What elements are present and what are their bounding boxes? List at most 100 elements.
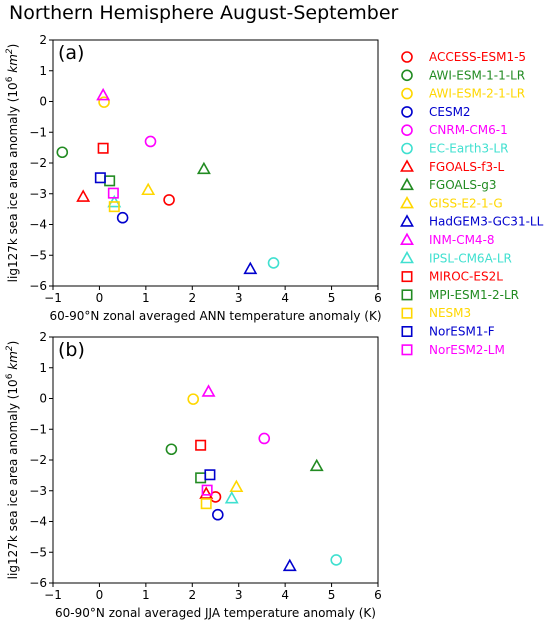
legend-entry: AWI-ESM-2-1-LR xyxy=(401,87,525,101)
legend-entry: EC-Earth3-LR xyxy=(401,142,508,156)
y-tick-label: −6 xyxy=(29,576,47,590)
legend-entry: CNRM-CM6-1 xyxy=(401,123,508,137)
legend-entry: FGOALS-g3 xyxy=(400,177,497,192)
x-tick-label: 1 xyxy=(142,291,150,305)
data-point-ec-earth3-lr xyxy=(330,554,343,566)
legend-entry: IPSL-CM6A-LR xyxy=(400,250,512,265)
data-point-giss-e2-1-g xyxy=(141,182,156,196)
x-tick-label: 0 xyxy=(96,588,104,602)
legend-marker-square-icon xyxy=(401,325,413,337)
y-tick-label: −1 xyxy=(29,125,47,139)
y-tick-label: −4 xyxy=(29,218,47,232)
data-point-fgoals-f3-l xyxy=(199,486,214,499)
legend-marker-triangle-icon xyxy=(400,159,414,172)
legend-label: INM-CM4-8 xyxy=(429,233,495,247)
legend-marker-square-icon xyxy=(401,271,413,283)
legend-entry: NorESM1-F xyxy=(401,325,495,339)
legend-label: NESM3 xyxy=(429,306,471,320)
legend-marker-circle-icon xyxy=(401,142,413,155)
y-tick-label: −6 xyxy=(29,279,47,293)
legend-entry: INM-CM4-8 xyxy=(400,232,495,247)
x-tick-label: 6 xyxy=(374,291,382,305)
legend-label: MIROC-ES2L xyxy=(429,270,503,284)
y-tick-label: −5 xyxy=(29,545,47,559)
legend-label: CESM2 xyxy=(429,105,471,119)
legend-label: EC-Earth3-LR xyxy=(429,142,508,156)
x-tick-label: −1 xyxy=(44,291,62,305)
legend-marker-circle-icon xyxy=(401,106,413,118)
data-point-awi-esm-2-1-lr xyxy=(98,96,110,108)
x-tick-label: 5 xyxy=(328,291,336,305)
y-tick-label: −3 xyxy=(29,484,47,498)
legend-label: AWI-ESM-1-1-LR xyxy=(429,68,525,82)
legend-label: NorESM2-LM xyxy=(429,343,505,357)
scatter-panel-b: −1 0 1 2 3 4 5 6 −6 −5 −4 −3 −2 −1 0 1 2 60-90°N zonal av… xyxy=(5,330,382,620)
data-point-cesm2 xyxy=(116,211,129,224)
data-point-noresm1-f xyxy=(204,469,216,481)
y-tick-label: 1 xyxy=(39,361,47,375)
x-tick-label: 2 xyxy=(188,588,196,602)
legend-label: HadGEM3-GC31-LL xyxy=(429,215,544,229)
legend-marker-square-icon xyxy=(401,289,413,301)
figure-title: Northern Hemisphere August-September xyxy=(9,2,399,24)
data-point-hadgem3-gc31-ll xyxy=(243,261,258,275)
data-point-noresm2-lm xyxy=(107,187,119,199)
legend-marker-triangle-icon xyxy=(400,177,414,191)
plot-frame xyxy=(52,39,379,287)
data-point-access-esm1-5 xyxy=(163,194,175,206)
panel-label: (b) xyxy=(58,339,85,361)
x-tick-label: 5 xyxy=(328,588,336,602)
scatter-panel-a: −1 0 1 2 3 4 5 6 −6 −5 −4 −3 −2 −1 0 1 2 60-90°N zonal av… xyxy=(5,33,382,323)
legend-marker-circle-icon xyxy=(401,51,413,63)
y-tick-label: −3 xyxy=(29,187,47,201)
x-tick-label: 3 xyxy=(235,291,243,305)
data-point-fgoals-g3 xyxy=(309,458,324,472)
data-point-giss-e2-1-g xyxy=(229,479,244,493)
data-point-ipsl-cm6a-lr xyxy=(224,491,239,504)
x-tick-label: 3 xyxy=(235,588,243,602)
plot-frame xyxy=(52,336,379,584)
legend-label: MPI-ESM1-2-LR xyxy=(429,288,519,302)
y-tick-label: −4 xyxy=(29,515,47,529)
data-point-miroc-es2l xyxy=(97,142,109,154)
x-axis-label: 60-90°N zonal averaged JJA temperature a… xyxy=(55,606,376,620)
legend-marker-triangle-icon xyxy=(400,195,414,209)
data-point-fgoals-f3-l xyxy=(76,189,91,202)
legend-marker-circle-icon xyxy=(401,124,413,136)
legend-entry: MPI-ESM1-2-LR xyxy=(401,288,519,302)
y-tick-label: 2 xyxy=(39,330,47,344)
y-axis-label: lig127k sea ice area anomaly (106 km2) xyxy=(5,341,20,580)
x-axis-label: 60-90°N zonal averaged ANN temperature a… xyxy=(49,309,381,323)
data-point-miroc-es2l xyxy=(195,439,207,451)
x-tick-label: 4 xyxy=(281,588,289,602)
legend-entry: NESM3 xyxy=(401,306,471,320)
x-tick-label: 0 xyxy=(96,291,104,305)
data-point-awi-esm-1-1-lr xyxy=(165,443,178,456)
legend-marker-triangle-icon xyxy=(400,232,414,245)
legend-marker-square-icon xyxy=(401,307,413,319)
legend-label: NorESM1-F xyxy=(429,325,495,339)
legend-label: ACCESS-ESM1-5 xyxy=(429,50,526,64)
x-tick-label: 6 xyxy=(374,588,382,602)
legend-label: AWI-ESM-2-1-LR xyxy=(429,87,525,101)
legend-label: CNRM-CM6-1 xyxy=(429,123,508,137)
legend-entry: CESM2 xyxy=(401,105,471,119)
data-point-inm-cm4-8 xyxy=(96,87,111,101)
data-point-nesm3 xyxy=(108,201,120,213)
data-point-mpi-esm1-2-lr xyxy=(195,472,207,484)
legend-entry: GISS-E2-1-G xyxy=(400,195,503,210)
legend-entry: NorESM2-LM xyxy=(401,343,505,357)
legend-marker-triangle-icon xyxy=(400,214,414,227)
y-tick-label: −5 xyxy=(29,248,47,262)
legend-label: FGOALS-f3-L xyxy=(429,160,504,174)
legend-label: IPSL-CM6A-LR xyxy=(429,251,512,265)
y-tick-label: −2 xyxy=(29,156,47,170)
legend-entry: AWI-ESM-1-1-LR xyxy=(401,68,525,82)
y-tick-label: −1 xyxy=(29,422,47,436)
data-point-fgoals-g3 xyxy=(196,161,211,175)
legend-marker-triangle-icon xyxy=(400,250,414,264)
data-point-hadgem3-gc31-ll xyxy=(282,558,297,572)
data-point-awi-esm-1-1-lr xyxy=(56,146,69,159)
legend: ACCESS-ESM1-5 AWI-ESM-1-1-LR AWI-ESM-2-1-L… xyxy=(400,50,544,357)
